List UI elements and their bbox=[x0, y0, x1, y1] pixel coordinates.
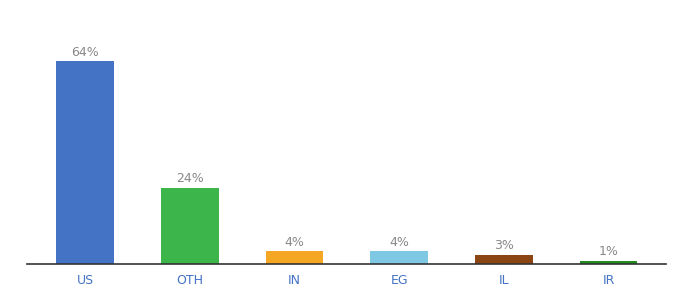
Bar bbox=[371, 251, 428, 264]
Text: 1%: 1% bbox=[598, 245, 619, 258]
Bar bbox=[475, 254, 532, 264]
Text: 4%: 4% bbox=[389, 236, 409, 249]
Text: 24%: 24% bbox=[176, 172, 203, 185]
Text: 3%: 3% bbox=[494, 239, 514, 252]
Bar bbox=[580, 261, 637, 264]
Bar bbox=[266, 251, 323, 264]
Bar bbox=[161, 188, 218, 264]
Bar bbox=[56, 61, 114, 264]
Text: 4%: 4% bbox=[284, 236, 305, 249]
Text: 64%: 64% bbox=[71, 46, 99, 59]
